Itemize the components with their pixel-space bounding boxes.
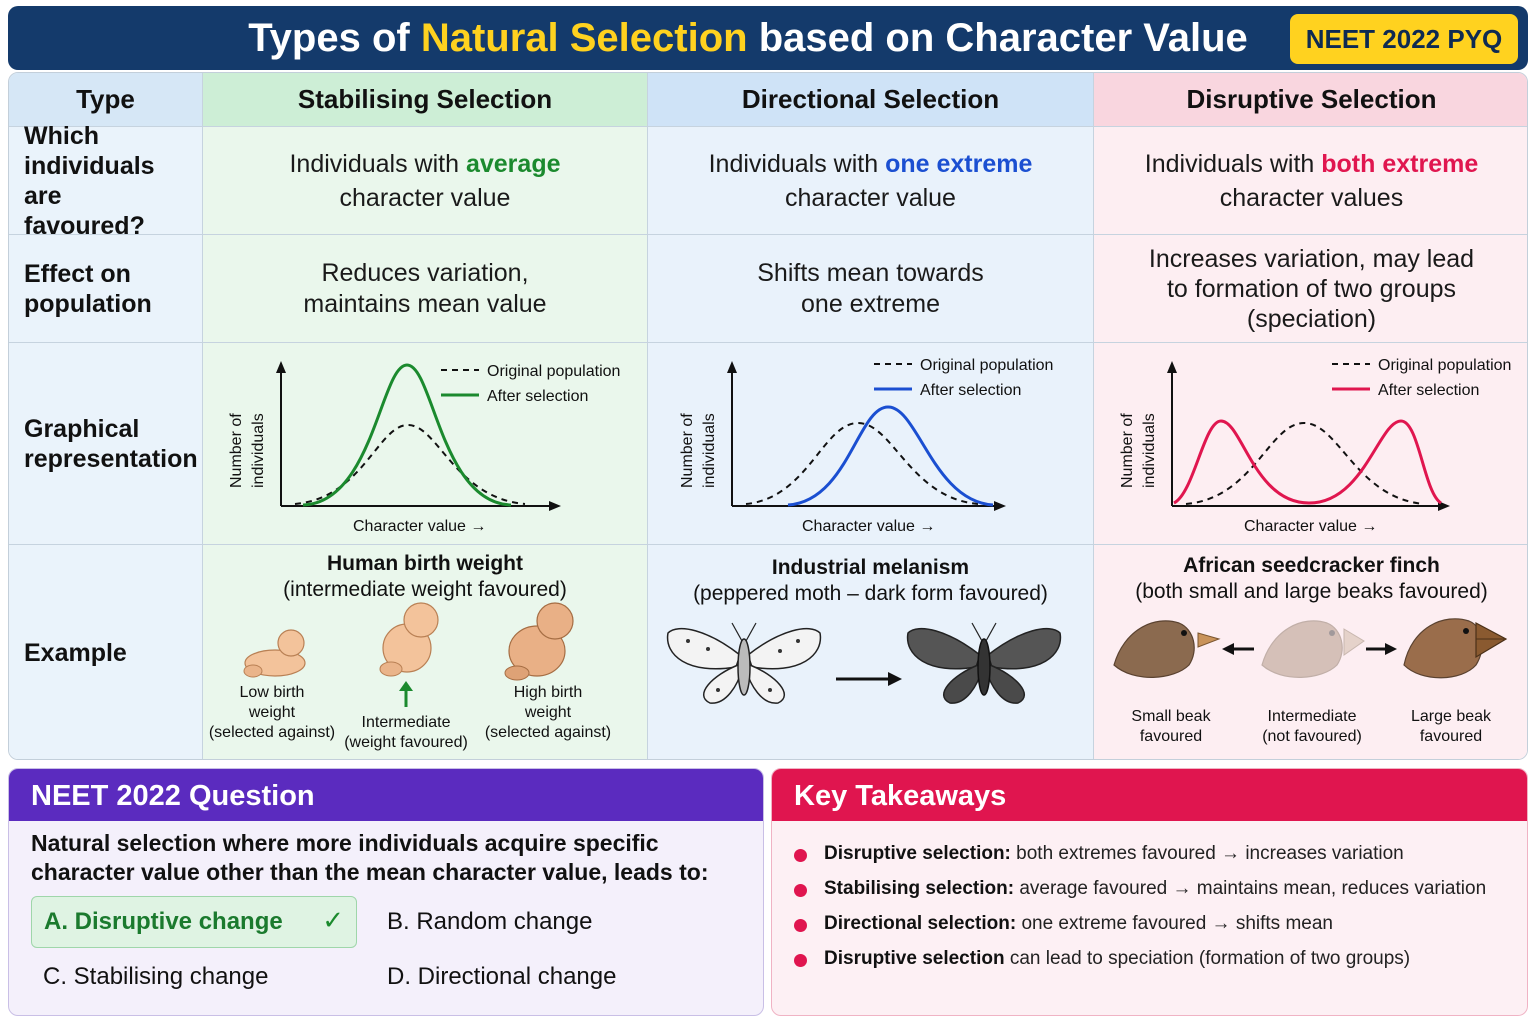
header-stabilising: Stabilising Selection bbox=[203, 73, 648, 127]
takeaway-item: Disruptive selection can lead to speciat… bbox=[824, 948, 1411, 969]
graph-disruptive: Original population After selection Numb… bbox=[1094, 343, 1527, 545]
question-heading: NEET 2022 Question bbox=[9, 769, 763, 821]
takeaway-item: Directional selection: one extreme favou… bbox=[824, 913, 1333, 934]
x-axis-label: Character value → bbox=[353, 518, 486, 535]
baby-low-weight-icon bbox=[243, 629, 306, 678]
legend-original: Original population bbox=[920, 357, 1053, 374]
caption-low-weight: Low birth weight (selected against) bbox=[208, 684, 336, 741]
directional-graph: Original population After selection Numb… bbox=[679, 357, 1053, 535]
caption-large-beak: Large beak favoured bbox=[1410, 708, 1492, 745]
title-highlight: Natural Selection bbox=[420, 16, 748, 60]
title-bar: Types of Natural Selection based on Char… bbox=[8, 6, 1528, 70]
effect-stabilising: Reduces variation, maintains mean value bbox=[203, 235, 648, 343]
y-axis-label-1: Number of bbox=[228, 413, 245, 488]
option-d[interactable]: D. Directional change bbox=[387, 963, 617, 990]
row-label-graph: Graphical representation bbox=[9, 343, 203, 545]
comparison-table: Type Stabilising Selection Directional S… bbox=[8, 72, 1528, 760]
row-label-example: Example bbox=[9, 545, 203, 759]
y-axis-label-1: Number of bbox=[1119, 413, 1136, 488]
header-directional: Directional Selection bbox=[648, 73, 1094, 127]
example-stabilising: Human birth weight (intermediate weight … bbox=[203, 545, 648, 759]
y-axis-label-2: individuals bbox=[701, 413, 718, 488]
takeaway-item: Disruptive selection: both extremes favo… bbox=[824, 843, 1404, 864]
effect-disruptive: Increases variation, may lead to formatio… bbox=[1094, 235, 1527, 343]
example-directional: Industrial melanism (peppered moth – dar… bbox=[648, 545, 1094, 759]
light-moth-icon bbox=[666, 622, 822, 704]
example-title: Human birth weight (intermediate weight … bbox=[283, 552, 567, 601]
caption-small-beak: Small beak favoured bbox=[1131, 708, 1211, 745]
y-axis-label-1: Number of bbox=[679, 413, 696, 488]
option-a-correct[interactable]: A. Disruptive change ✓ bbox=[31, 896, 357, 948]
x-axis-label: Character value → bbox=[802, 518, 935, 535]
option-b[interactable]: B. Random change bbox=[387, 908, 593, 935]
takeaways-heading: Key Takeaways bbox=[772, 769, 1527, 821]
small-beak-finch-icon bbox=[1113, 620, 1221, 678]
page-title: Types of Natural Selection based on Char… bbox=[8, 6, 1488, 70]
bullet-icon bbox=[794, 849, 807, 862]
caption-intermediate: Intermediate (weight favoured) bbox=[344, 714, 468, 751]
right-arrow-icon bbox=[836, 672, 902, 686]
right-arrow-icon bbox=[1366, 643, 1397, 655]
y-axis-label-2: individuals bbox=[250, 413, 267, 488]
up-arrow-icon bbox=[399, 681, 413, 707]
bullet-icon bbox=[794, 954, 807, 967]
option-a-label: A. Disruptive change bbox=[44, 908, 283, 935]
baby-high-weight-icon bbox=[504, 602, 574, 681]
stabilising-graph: Original population After selection Numb… bbox=[228, 361, 620, 535]
caption-intermediate-beak: Intermediate (not favoured) bbox=[1262, 708, 1362, 745]
legend-after: After selection bbox=[920, 382, 1021, 399]
favoured-stabilising: Individuals with average character value bbox=[203, 127, 648, 235]
row-label-favoured: Which individuals are favoured? bbox=[9, 122, 203, 240]
effect-directional: Shifts mean towards one extreme bbox=[648, 235, 1094, 343]
y-axis-label-2: individuals bbox=[1141, 413, 1158, 488]
graph-directional: Original population After selection Numb… bbox=[648, 343, 1094, 545]
option-c[interactable]: C. Stabilising change bbox=[43, 963, 269, 990]
row-label-effect: Effect on population bbox=[9, 235, 203, 343]
header-type: Type bbox=[9, 73, 203, 127]
dark-moth-icon bbox=[906, 622, 1062, 704]
takeaway-item: Stabilising selection: average favoured … bbox=[824, 878, 1487, 899]
disruptive-graph: Original population After selection Numb… bbox=[1119, 357, 1511, 535]
check-icon: ✓ bbox=[322, 905, 344, 935]
example-title: African seedcracker finch (both small an… bbox=[1135, 554, 1488, 603]
favoured-directional: Individuals with one extreme character va… bbox=[648, 127, 1094, 235]
legend-original: Original population bbox=[1378, 357, 1511, 374]
left-arrow-icon bbox=[1222, 643, 1254, 655]
favoured-disruptive: Individuals with both extreme character v… bbox=[1094, 127, 1527, 235]
example-disruptive: African seedcracker finch (both small an… bbox=[1094, 545, 1527, 759]
legend-original: Original population bbox=[487, 363, 620, 380]
x-axis-label: Character value → bbox=[1244, 518, 1377, 535]
bullet-icon bbox=[794, 884, 807, 897]
header-disruptive: Disruptive Selection bbox=[1094, 73, 1527, 127]
question-text: Natural selection where more individuals… bbox=[31, 830, 709, 885]
bullet-icon bbox=[794, 919, 807, 932]
legend-after: After selection bbox=[1378, 382, 1479, 399]
large-beak-finch-icon bbox=[1403, 618, 1508, 679]
title-part-2: based on Character Value bbox=[747, 16, 1248, 60]
intermediate-beak-finch-icon bbox=[1261, 620, 1365, 678]
baby-intermediate-icon bbox=[379, 602, 439, 677]
caption-high-weight: High birth weight (selected against) bbox=[484, 684, 612, 741]
question-panel: NEET 2022 Question Natural selection whe… bbox=[8, 768, 764, 1016]
legend-after: After selection bbox=[487, 388, 588, 405]
example-title: Industrial melanism (peppered moth – dar… bbox=[693, 556, 1048, 605]
title-part-1: Types of bbox=[248, 16, 421, 60]
exam-badge: NEET 2022 PYQ bbox=[1290, 14, 1518, 64]
graph-stabilising: Original population After selection Numb… bbox=[203, 343, 648, 545]
takeaways-panel: Key Takeaways Disruptive selection: both… bbox=[771, 768, 1528, 1016]
